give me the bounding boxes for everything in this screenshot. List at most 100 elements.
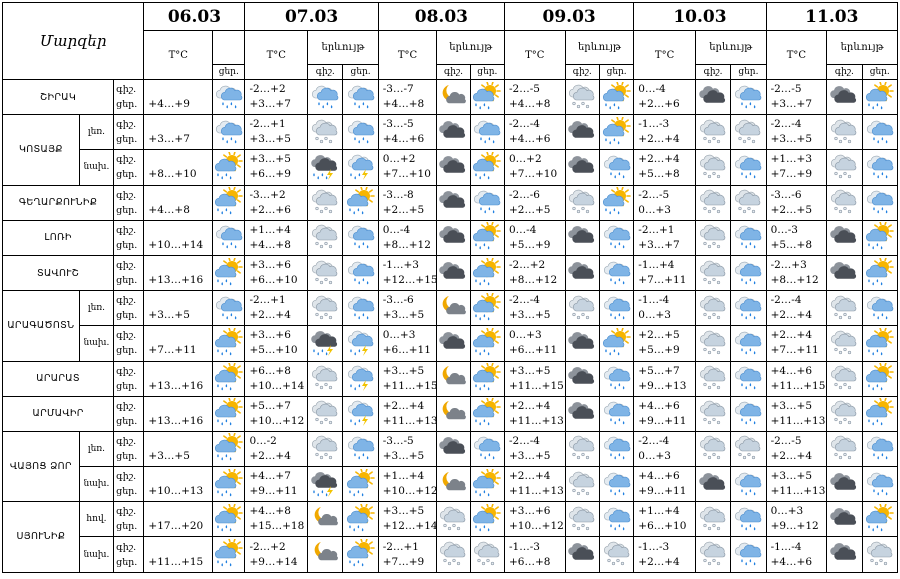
moon-cloud-icon xyxy=(438,363,469,394)
day-temp: +9…+11 xyxy=(249,485,298,498)
table-row: նախ. գիշ. ցեր. +11…+15 -2…+2 +9…+14 -2…+1 +7…+9… xyxy=(3,536,899,573)
night-temp: -3…-7 xyxy=(382,83,414,96)
weather-icon-cell xyxy=(436,536,471,573)
cloud-snow-icon xyxy=(828,187,861,218)
weather-icon-cell xyxy=(861,219,899,256)
temperature-cell: -3…-7 +4…+8 xyxy=(377,78,438,116)
weather-icon-cell xyxy=(598,325,635,362)
temperature-cell: +7…+11 xyxy=(143,325,214,362)
cloud-rain-icon xyxy=(214,293,244,324)
dark-cloud-icon xyxy=(828,258,861,289)
day-temp: +9…+14 xyxy=(249,555,298,568)
cloud-snow-icon xyxy=(566,187,598,218)
day-temp: +8…+12 xyxy=(770,274,819,287)
day-temp: +7…+11 xyxy=(638,274,687,287)
region-name: ՎԱՅՈՑ ՁՈՐ xyxy=(2,430,80,503)
weather-icon-cell xyxy=(469,325,506,362)
region-name: ԼՈՌԻ xyxy=(1,219,115,256)
weather-icon-cell xyxy=(212,395,246,432)
cloud-snow-icon xyxy=(309,433,342,464)
day-temp: +2…+5 xyxy=(770,203,813,216)
weather-icon-cell xyxy=(694,290,732,327)
temperature-cell: -2…-5 +2…+4 xyxy=(765,430,828,468)
night-temp: -3…-8 xyxy=(382,188,414,201)
table-row: ԳԵՂԱՐՔՈՒՆԻՔ գիշ. ցեր. +4…+8 -3…+2 +2…+6 -3…-8 +… xyxy=(1,184,899,221)
weather-icon-cell xyxy=(212,149,246,186)
weather-icon-cell xyxy=(212,325,246,362)
dark-cloud-icon xyxy=(828,82,861,113)
weather-icon-cell xyxy=(598,254,635,292)
night-temp: +2…+5 xyxy=(638,329,680,342)
cloud-snow-icon xyxy=(732,187,765,218)
cloud-snow-icon xyxy=(566,82,598,113)
temperature-cell: +3…+5 +11…+13 xyxy=(765,466,828,503)
temperature-cell: +3…+5 +11…+15 xyxy=(504,360,566,397)
weather-icon-cell xyxy=(598,536,635,573)
weather-icon-cell xyxy=(598,290,635,327)
day-temp: +11…+13 xyxy=(382,414,437,427)
day-temp: +5…+8 xyxy=(638,168,680,181)
table-row: ԱՐՄԱՎԻՐ գիշ. ցեր. +13…+16 +5…+7 +10…+12 +2…+4 +… xyxy=(1,395,899,432)
sun-cloud-rain-icon xyxy=(600,81,632,113)
sun-cloud-rain-icon xyxy=(471,327,503,359)
temperature-cell: -2…-4 +3…+5 xyxy=(504,290,566,327)
temperature-cell: +2…+4 +11…+13 xyxy=(504,466,566,503)
cloud-rain-icon xyxy=(732,398,765,429)
night-temp: -3…-6 xyxy=(770,188,802,201)
weather-icon-cell xyxy=(861,430,899,468)
sun-cloud-rain-icon xyxy=(863,327,896,359)
temperature-cell: +3…+5 xyxy=(143,430,214,468)
temperature-cell: -1…-3 +2…+4 xyxy=(633,536,696,573)
cloud-rain-icon xyxy=(344,82,377,113)
weather-icon-cell xyxy=(564,219,600,256)
weather-icon-cell xyxy=(730,114,767,151)
sun-cloud-rain-icon xyxy=(863,503,896,535)
temperature-cell: -2…-5 0…+3 xyxy=(633,184,696,221)
weather-icon-cell xyxy=(436,466,471,503)
temperature-cell: +8…+10 xyxy=(143,149,214,186)
weather-icon-cell xyxy=(342,219,379,256)
dark-cloud-icon xyxy=(438,258,469,289)
weather-icon-cell xyxy=(694,501,732,538)
cloud-snow-icon xyxy=(309,258,342,289)
cloud-thunder-icon xyxy=(344,398,377,429)
weather-icon-cell xyxy=(307,360,344,397)
day-temp: +3…+5 xyxy=(509,449,551,462)
cloud-rain-icon xyxy=(600,433,632,464)
weather-icon-cell xyxy=(307,254,344,292)
day-temp: +9…+13 xyxy=(638,379,687,392)
cloud-snow-icon xyxy=(566,433,598,464)
sun-cloud-rain-icon xyxy=(214,398,244,429)
time-of-day: գիշ. ցեր. xyxy=(113,254,145,292)
night-temp: +1…+4 xyxy=(638,505,680,518)
weather-icon-cell xyxy=(436,219,471,256)
day-temp: +7…+9 xyxy=(382,555,425,568)
dark-cloud-icon xyxy=(566,117,598,148)
dark-cloud-icon xyxy=(566,222,598,253)
night-temp: -2…+2 xyxy=(249,83,286,96)
weather-icon-cell xyxy=(694,536,732,573)
night-temp: 0…-4 xyxy=(382,223,411,236)
day-temp: +7…+9 xyxy=(770,168,813,181)
day-subheader: ցեր. xyxy=(861,64,899,80)
dark-cloud-icon xyxy=(828,222,861,253)
weather-icon-cell xyxy=(307,290,344,327)
weather-icon-cell xyxy=(307,395,344,432)
weather-icon-cell xyxy=(861,184,899,221)
weather-icon-cell xyxy=(861,254,899,292)
weather-icon-cell xyxy=(826,395,863,432)
cloud-snow-icon xyxy=(696,504,729,535)
zone-label: նախ. xyxy=(78,325,115,362)
cloud-rain-icon xyxy=(600,293,632,324)
day-temp: +2…+4 xyxy=(770,309,813,322)
cloud-rain-icon xyxy=(471,433,503,464)
weather-icon-cell xyxy=(826,219,863,256)
cloud-snow-icon xyxy=(309,222,342,253)
sun-cloud-rain-icon xyxy=(863,363,896,394)
cloud-rain-icon xyxy=(732,293,765,324)
weather-icon-cell xyxy=(730,360,767,397)
temperature-cell: +13…+16 xyxy=(143,360,214,397)
weather-icon-cell xyxy=(307,149,344,186)
cloud-snow-icon xyxy=(309,117,342,148)
temperature-cell: 0…+3 +9…+12 xyxy=(765,501,828,538)
